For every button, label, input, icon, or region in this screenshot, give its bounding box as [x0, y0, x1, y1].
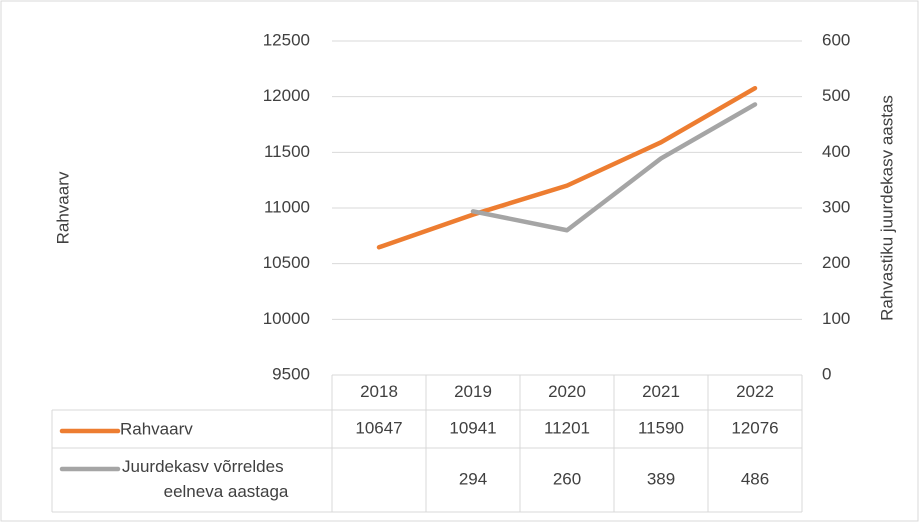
y-axis-label: Rahvaarv [53, 171, 72, 244]
legend-label: Rahvaarv [120, 419, 193, 438]
y-tick-label: 12000 [263, 86, 310, 105]
y-tick-label: 11000 [264, 197, 310, 216]
legend-label: Juurdekasv võrreldes eelneva aastaga [122, 457, 289, 501]
x-tick-label: 2022 [736, 382, 774, 401]
table-value: 260 [553, 469, 581, 488]
x-tick-label: 2021 [642, 382, 680, 401]
y2-tick-label: 300 [822, 197, 850, 216]
table-value: 12076 [731, 418, 778, 437]
y2-tick-label: 0 [822, 364, 831, 383]
y2-tick-label: 600 [822, 30, 850, 49]
table-value: 10647 [355, 418, 402, 437]
x-tick-label: 2019 [454, 382, 492, 401]
table-value: 11201 [544, 418, 590, 437]
legend-label-line: eelneva aastaga [164, 482, 289, 501]
y-tick-label: 11500 [264, 142, 310, 161]
y2-axis-label: Rahvastiku juurdekasv aastas [877, 95, 896, 321]
y2-tick-label: 200 [822, 253, 850, 272]
table-value: 294 [459, 469, 487, 488]
legend-label-line: Juurdekasv võrreldes [122, 457, 284, 476]
y-tick-label: 10000 [263, 309, 310, 328]
y2-tick-label: 500 [822, 86, 850, 105]
series-line [376, 85, 758, 250]
series-line [470, 102, 758, 233]
table-value: 486 [741, 469, 769, 488]
x-tick-label: 2018 [360, 382, 398, 401]
y2-tick-label: 400 [822, 142, 850, 161]
table-value: 11590 [638, 418, 684, 437]
table-value: 10941 [449, 418, 496, 437]
x-tick-label: 2020 [548, 382, 586, 401]
y-tick-label: 10500 [263, 253, 310, 272]
y-tick-label: 12500 [263, 30, 310, 49]
y2-tick-label: 100 [822, 309, 850, 328]
table-value: 389 [647, 469, 675, 488]
y-tick-label: 9500 [272, 364, 310, 383]
